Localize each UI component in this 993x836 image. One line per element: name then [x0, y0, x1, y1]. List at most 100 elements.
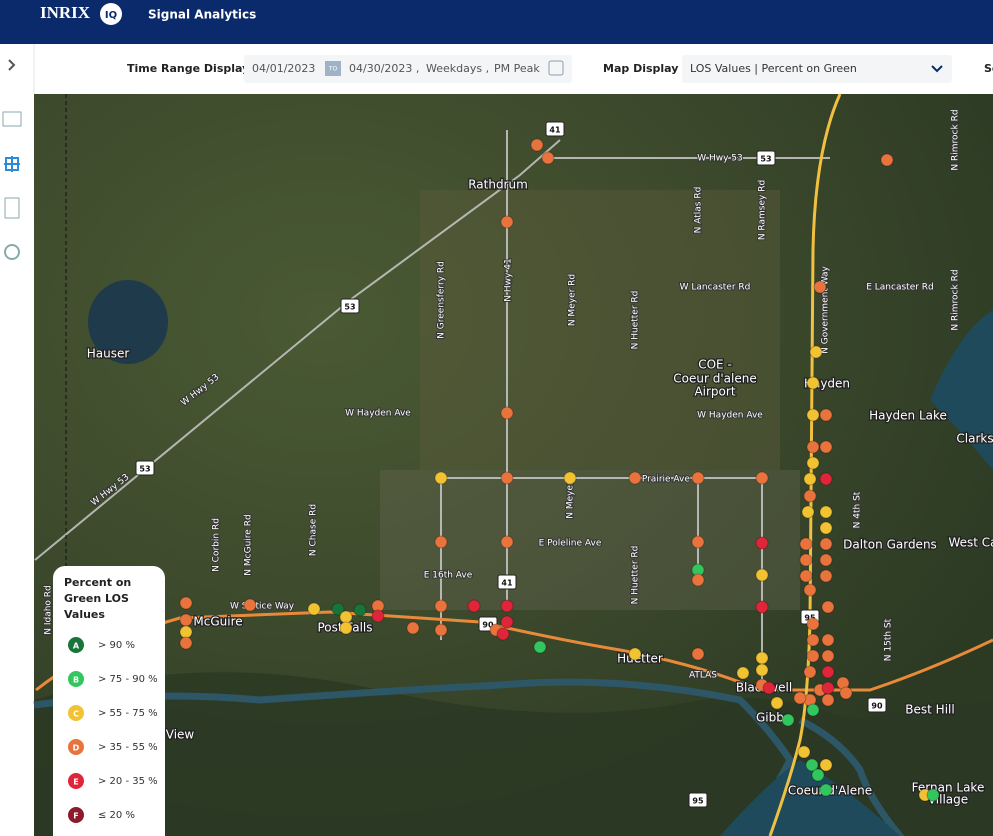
- signal[interactable]: [803, 665, 817, 679]
- signal[interactable]: [806, 633, 820, 647]
- signal[interactable]: [434, 623, 448, 637]
- signal[interactable]: [797, 745, 811, 759]
- signal[interactable]: [496, 627, 510, 641]
- signal[interactable]: [406, 621, 420, 635]
- signal[interactable]: [179, 625, 193, 639]
- signal[interactable]: [821, 633, 835, 647]
- signal[interactable]: [691, 471, 705, 485]
- signal[interactable]: [736, 666, 750, 680]
- signal[interactable]: [755, 600, 769, 614]
- sidebar-icon[interactable]: [2, 111, 22, 127]
- signal[interactable]: [500, 215, 514, 229]
- signal[interactable]: [806, 617, 820, 631]
- dropdown-arrow[interactable]: [931, 65, 943, 73]
- signal[interactable]: [821, 681, 835, 695]
- signal[interactable]: [762, 681, 776, 695]
- signal[interactable]: [819, 440, 833, 454]
- signal[interactable]: [781, 713, 795, 727]
- signal[interactable]: [339, 621, 353, 635]
- signal[interactable]: [926, 788, 940, 802]
- signal[interactable]: [628, 647, 642, 661]
- signal[interactable]: [500, 615, 514, 629]
- signal[interactable]: [500, 471, 514, 485]
- signal[interactable]: [541, 151, 555, 165]
- signal[interactable]: [179, 636, 193, 650]
- signal[interactable]: [880, 153, 894, 167]
- signal[interactable]: [821, 649, 835, 663]
- signal[interactable]: [821, 693, 835, 707]
- sidebar-icon-active[interactable]: [4, 156, 20, 172]
- signal[interactable]: [803, 489, 817, 503]
- signal[interactable]: [813, 280, 827, 294]
- signal[interactable]: [806, 703, 820, 717]
- route-number: 53: [344, 303, 355, 312]
- signal[interactable]: [806, 376, 820, 390]
- signal[interactable]: [806, 456, 820, 470]
- signal[interactable]: [819, 408, 833, 422]
- signal[interactable]: [839, 686, 853, 700]
- signal[interactable]: [801, 505, 815, 519]
- signal[interactable]: [339, 610, 353, 624]
- signal[interactable]: [755, 568, 769, 582]
- signal[interactable]: [819, 505, 833, 519]
- river: [33, 678, 905, 836]
- signal[interactable]: [821, 600, 835, 614]
- road-label: W Hayden Ave: [697, 411, 763, 421]
- signal[interactable]: [755, 536, 769, 550]
- signal[interactable]: [533, 640, 547, 654]
- signal[interactable]: [691, 535, 705, 549]
- signal[interactable]: [819, 569, 833, 583]
- signal[interactable]: [803, 472, 817, 486]
- signal[interactable]: [243, 598, 257, 612]
- signal[interactable]: [819, 537, 833, 551]
- to-badge: TO: [328, 66, 338, 73]
- signal[interactable]: [691, 647, 705, 661]
- signal[interactable]: [500, 535, 514, 549]
- signal[interactable]: [819, 521, 833, 535]
- signal[interactable]: [434, 535, 448, 549]
- signal[interactable]: [821, 665, 835, 679]
- signal[interactable]: [755, 663, 769, 677]
- signal[interactable]: [806, 440, 820, 454]
- road-label: E Poleline Ave: [539, 539, 602, 549]
- calendar-icon[interactable]: [548, 60, 564, 76]
- signal[interactable]: [691, 573, 705, 587]
- signal[interactable]: [803, 583, 817, 597]
- signal[interactable]: [819, 553, 833, 567]
- signal[interactable]: [809, 345, 823, 359]
- signal[interactable]: [307, 602, 321, 616]
- signal[interactable]: [371, 609, 385, 623]
- signal[interactable]: [799, 537, 813, 551]
- sidebar-icon[interactable]: [4, 244, 20, 260]
- signal[interactable]: [179, 596, 193, 610]
- signal[interactable]: [467, 599, 481, 613]
- signal[interactable]: [811, 768, 825, 782]
- header-bar: [0, 0, 993, 44]
- signal[interactable]: [799, 553, 813, 567]
- signal[interactable]: [819, 472, 833, 486]
- signal[interactable]: [799, 569, 813, 583]
- signal[interactable]: [755, 471, 769, 485]
- expand-icon[interactable]: [8, 59, 16, 71]
- signal[interactable]: [793, 691, 807, 705]
- sidebar-icon[interactable]: [4, 197, 20, 219]
- signal[interactable]: [628, 471, 642, 485]
- signal[interactable]: [819, 783, 833, 797]
- signal[interactable]: [563, 471, 577, 485]
- signal[interactable]: [819, 758, 833, 772]
- signal[interactable]: [434, 599, 448, 613]
- signal[interactable]: [179, 613, 193, 627]
- signal[interactable]: [806, 408, 820, 422]
- signal[interactable]: [530, 138, 544, 152]
- signal[interactable]: [500, 406, 514, 420]
- signal[interactable]: [434, 471, 448, 485]
- signal[interactable]: [806, 649, 820, 663]
- signal[interactable]: [805, 758, 819, 772]
- signal[interactable]: [331, 602, 345, 616]
- map-display-select[interactable]: [682, 55, 952, 83]
- signal[interactable]: [500, 599, 514, 613]
- signal[interactable]: [770, 696, 784, 710]
- signal[interactable]: [755, 651, 769, 665]
- signal[interactable]: [353, 603, 367, 617]
